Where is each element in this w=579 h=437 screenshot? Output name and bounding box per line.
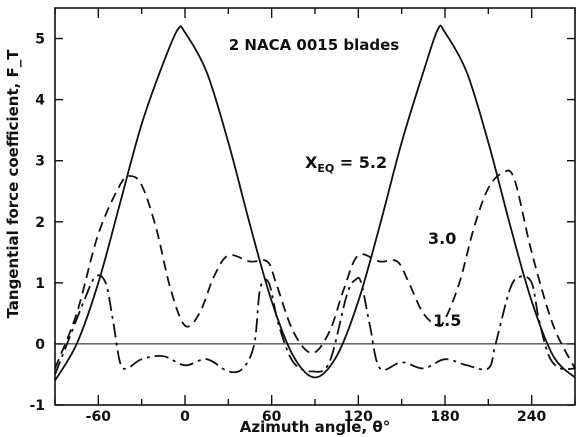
annotation-3-0: 3.0 [428, 229, 456, 248]
series-line-solid [54, 24, 576, 382]
x-tick-label: 180 [430, 409, 459, 425]
chart-marks: -60 0 60 120 180 240 -1 0 1 2 3 4 5 [29, 7, 576, 425]
y-tick-label: -1 [29, 398, 45, 414]
chart-title: 2 NACA 0015 blades [229, 36, 400, 54]
series-line-dashed [54, 169, 576, 369]
x-tick-label: 0 [180, 409, 190, 425]
y-tick-label: 1 [35, 276, 45, 292]
annotation-xeq-prefix: X [305, 153, 318, 172]
x-tick-label: 240 [517, 409, 546, 425]
y-tick-label: 5 [35, 32, 45, 48]
y-tick-label: 2 [35, 215, 45, 231]
annotation-xeq-sub: EQ [317, 162, 334, 175]
y-tick-label: 4 [35, 93, 45, 109]
annotation-xeq-value: = 5.2 [334, 153, 387, 172]
y-axis-label: Tangential force coefficient, F_T [4, 49, 22, 319]
x-tick-label: 120 [344, 409, 373, 425]
plot-frame [54, 7, 576, 406]
x-tick-label: 60 [262, 409, 282, 425]
annotation-1-5: 1.5 [433, 311, 461, 330]
x-tick-label: -60 [86, 409, 112, 425]
y-tick-label: 0 [35, 337, 45, 353]
x-axis-label: Azimuth angle, θ° [240, 418, 390, 436]
y-tick-label: 3 [35, 154, 45, 170]
annotation-xeq: XEQ = 5.2 [305, 153, 387, 175]
series-line-dashdot [54, 274, 576, 375]
